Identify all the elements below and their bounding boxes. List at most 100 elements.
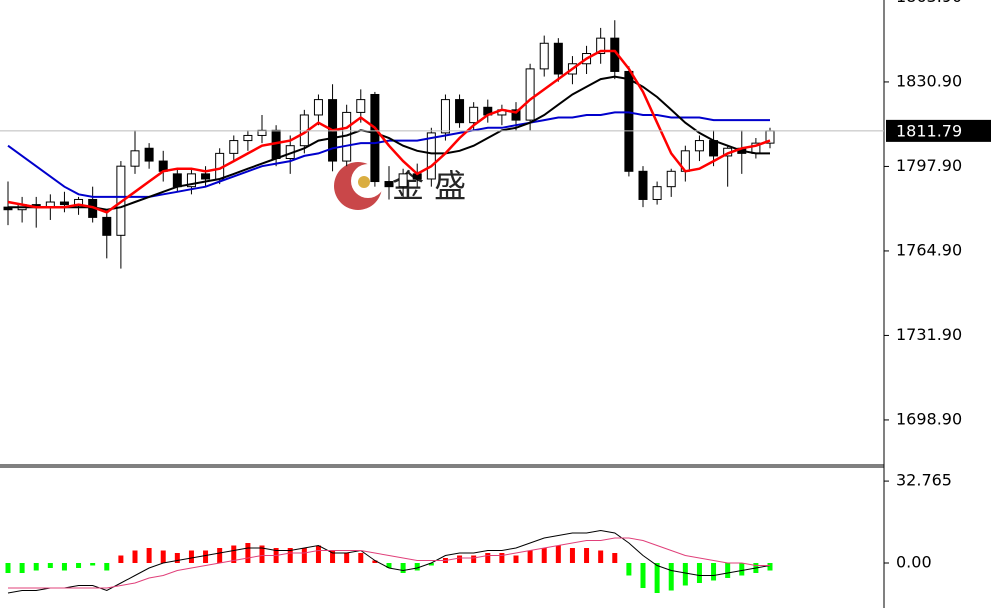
histogram-bar: [696, 563, 702, 583]
histogram-bar: [428, 563, 434, 566]
histogram-bar: [217, 548, 223, 563]
candle-body: [384, 181, 394, 188]
histogram-bar: [767, 563, 773, 571]
histogram-bar: [245, 543, 251, 563]
y-tick-label: 1764.90: [896, 240, 962, 259]
histogram-bar: [739, 563, 745, 576]
histogram-bar: [612, 553, 618, 563]
candle-body: [186, 173, 196, 188]
candle-body: [370, 93, 380, 183]
y-tick-label: 1863.90: [896, 0, 962, 6]
candle-body: [539, 42, 549, 70]
histogram-bar: [372, 560, 378, 563]
y-tick-label: 1830.90: [896, 71, 962, 90]
macd-line: [7, 529, 771, 594]
moving-average: [8, 75, 770, 211]
candle-body: [440, 99, 450, 134]
histogram-bar: [5, 563, 11, 573]
histogram-bar: [160, 550, 166, 563]
y-tick-label: 1698.90: [896, 409, 962, 428]
histogram-bar: [471, 555, 477, 563]
histogram-bar: [654, 563, 660, 593]
candle-body: [525, 68, 535, 121]
candle-body: [426, 132, 436, 180]
histogram-bar: [485, 553, 491, 563]
candle-body: [229, 140, 239, 154]
histogram-bar: [330, 550, 336, 563]
histogram-bar: [76, 563, 82, 568]
histogram-bar: [725, 563, 731, 578]
histogram-bar: [174, 553, 180, 563]
histogram-bar: [457, 555, 463, 563]
y-tick-label: 0.00: [896, 553, 932, 572]
histogram-bar: [203, 550, 209, 563]
histogram-bar: [711, 563, 717, 581]
histogram-bar: [569, 548, 575, 563]
candle-body: [257, 129, 267, 136]
candle-body: [652, 186, 662, 200]
y-tick-label: 1731.90: [896, 325, 962, 344]
candle-body: [59, 201, 69, 206]
candle-body: [638, 170, 648, 200]
histogram-bar: [19, 563, 25, 573]
candle-body: [356, 99, 366, 113]
histogram-bar: [668, 563, 674, 591]
histogram-bar: [188, 550, 194, 563]
histogram-bar: [104, 563, 110, 571]
histogram-bar: [584, 548, 590, 563]
candle-body: [694, 140, 704, 152]
histogram-bar: [682, 563, 688, 586]
histogram-bar: [33, 563, 39, 571]
macd-line: [8, 537, 770, 589]
histogram-bar: [259, 545, 265, 563]
histogram-bar: [315, 545, 321, 563]
candle-body: [201, 173, 211, 180]
moving-average: [7, 111, 770, 198]
y-tick-label: 1797.90: [896, 156, 962, 175]
candle-body: [243, 134, 253, 142]
histogram-bar: [541, 548, 547, 563]
histogram-bar: [358, 553, 364, 563]
histogram-bar: [344, 553, 350, 563]
candle-body: [313, 99, 323, 116]
price-box: [886, 119, 991, 142]
candle-body: [596, 37, 606, 55]
histogram-bar: [118, 555, 124, 563]
moving-average: [7, 49, 771, 214]
candle-body: [455, 99, 465, 124]
histogram-bar: [400, 563, 406, 573]
candle-body: [144, 147, 154, 162]
histogram-bar: [61, 563, 67, 571]
histogram-bar: [626, 563, 632, 576]
histogram-bar: [527, 550, 533, 563]
y-tick-label: 32.765: [896, 471, 952, 490]
candle-body: [102, 216, 112, 236]
candle-body: [172, 173, 182, 188]
histogram-bar: [555, 545, 561, 563]
candle-body: [553, 42, 563, 75]
histogram-bar: [598, 550, 604, 563]
candle-body: [469, 106, 479, 124]
histogram-bar: [499, 553, 505, 563]
candle-body: [624, 70, 634, 172]
histogram-bar: [132, 550, 138, 563]
histogram-bar: [287, 548, 293, 563]
candle-body: [511, 109, 521, 121]
candle-body: [709, 140, 719, 157]
histogram-bar: [386, 563, 392, 568]
logo-dot: [358, 176, 370, 188]
histogram-bar: [513, 555, 519, 563]
candle-body: [130, 150, 140, 167]
candle-body: [398, 173, 408, 188]
histogram-bar: [640, 563, 646, 588]
histogram-bar: [231, 545, 237, 563]
histogram-bar: [90, 563, 96, 566]
price-label: 1811.79: [896, 121, 962, 140]
histogram-bar: [301, 548, 307, 563]
histogram-bar: [146, 548, 152, 563]
histogram-bar: [414, 563, 420, 571]
histogram-bar: [47, 563, 53, 568]
candle-body: [666, 170, 676, 188]
